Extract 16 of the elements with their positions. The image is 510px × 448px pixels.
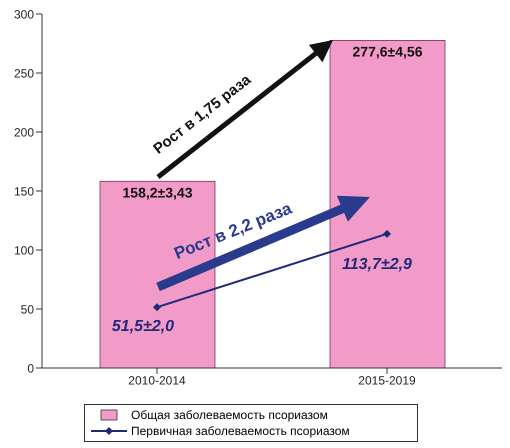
y-tick-label: 150	[14, 184, 34, 198]
data-label: 277,6±4,56	[352, 43, 423, 60]
y-tick-label: 250	[14, 66, 34, 80]
y-tick-label: 50	[20, 302, 34, 316]
data-label: 158,2±3,43	[122, 184, 193, 200]
y-tick-label: 300	[14, 7, 34, 22]
legend-label: Первичная заболеваемость псориазом	[131, 424, 350, 438]
x-tick-label: 2015-2019	[358, 374, 416, 388]
x-tick-label: 2010-2014	[128, 374, 186, 388]
y-tick-label: 100	[14, 243, 34, 258]
data-label: 51,5±2,0	[112, 318, 174, 336]
annotation: Рост в 2,2 раза	[172, 198, 295, 264]
legend-label: Общая заболеваемость псориазом	[131, 408, 328, 422]
data-label: 113,7±2,9	[342, 256, 412, 273]
y-tick-label: 200	[14, 125, 34, 140]
y-tick-label: 0	[27, 361, 34, 376]
